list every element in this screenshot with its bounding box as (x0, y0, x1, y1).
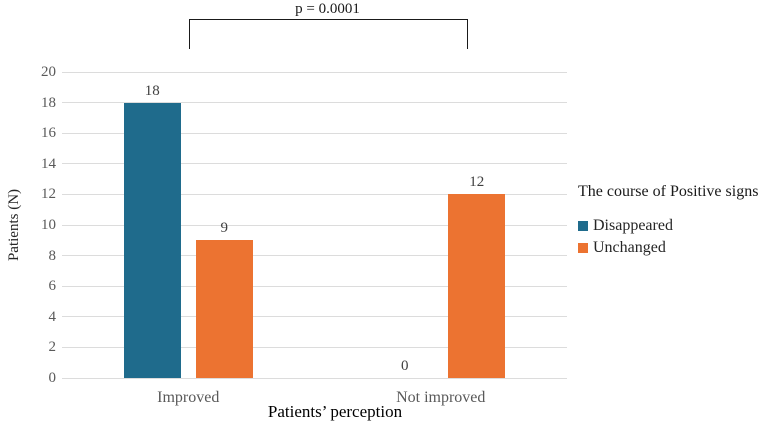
gridline (62, 132, 567, 134)
bar-value-label: 18 (144, 82, 160, 99)
x-category-label: Improved (157, 389, 220, 406)
bar-value-label: 12 (469, 174, 485, 191)
x-category-label: Not improved (396, 389, 486, 406)
legend: The course of Positive signs Disappeared… (578, 183, 764, 259)
y-tick-label: 6 (48, 278, 57, 295)
gridline (62, 285, 567, 287)
legend-item-label: Unchanged (593, 239, 666, 256)
y-tick-label: 20 (41, 64, 56, 80)
bar-unchanged-improved (195, 240, 253, 378)
plot-area: 18 9 0 12 (62, 71, 567, 379)
gridline (62, 163, 567, 165)
legend-title: The course of Positive signs (578, 183, 759, 200)
p-value-annotation: p = 0.0001 (295, 1, 360, 17)
x-axis-title: Patients’ perception (267, 402, 403, 421)
gridline (62, 346, 567, 348)
legend-item-label: Disappeared (593, 217, 673, 234)
legend-items: Disappeared Unchanged (578, 215, 764, 259)
y-tick-label: 10 (41, 217, 56, 233)
y-tick-label: 12 (41, 186, 56, 203)
gridline (62, 316, 567, 318)
bar-value-label: 9 (220, 220, 229, 237)
legend-item-unchanged: Unchanged (578, 237, 764, 259)
bar-disappeared-improved (123, 102, 181, 378)
y-tick-label: 8 (48, 247, 57, 264)
y-tick-label: 16 (41, 125, 56, 142)
gridline (62, 224, 567, 226)
gridline (62, 193, 567, 195)
legend-item-disappeared: Disappeared (578, 215, 764, 237)
bar-value-label: 0 (401, 358, 409, 374)
gridline (62, 255, 567, 257)
legend-swatch-icon (578, 243, 588, 253)
y-tick-label: 0 (48, 370, 57, 386)
y-tick-label: 4 (48, 308, 57, 325)
gridline (62, 102, 567, 104)
gridline (62, 71, 567, 73)
gridline (62, 377, 567, 379)
significance-bracket (189, 19, 468, 49)
y-tick-label: 18 (41, 94, 56, 111)
legend-swatch-icon (578, 221, 588, 231)
bar-unchanged-not-improved (448, 194, 506, 378)
y-tick-label: 2 (48, 339, 57, 356)
y-tick-label: 14 (41, 155, 56, 172)
